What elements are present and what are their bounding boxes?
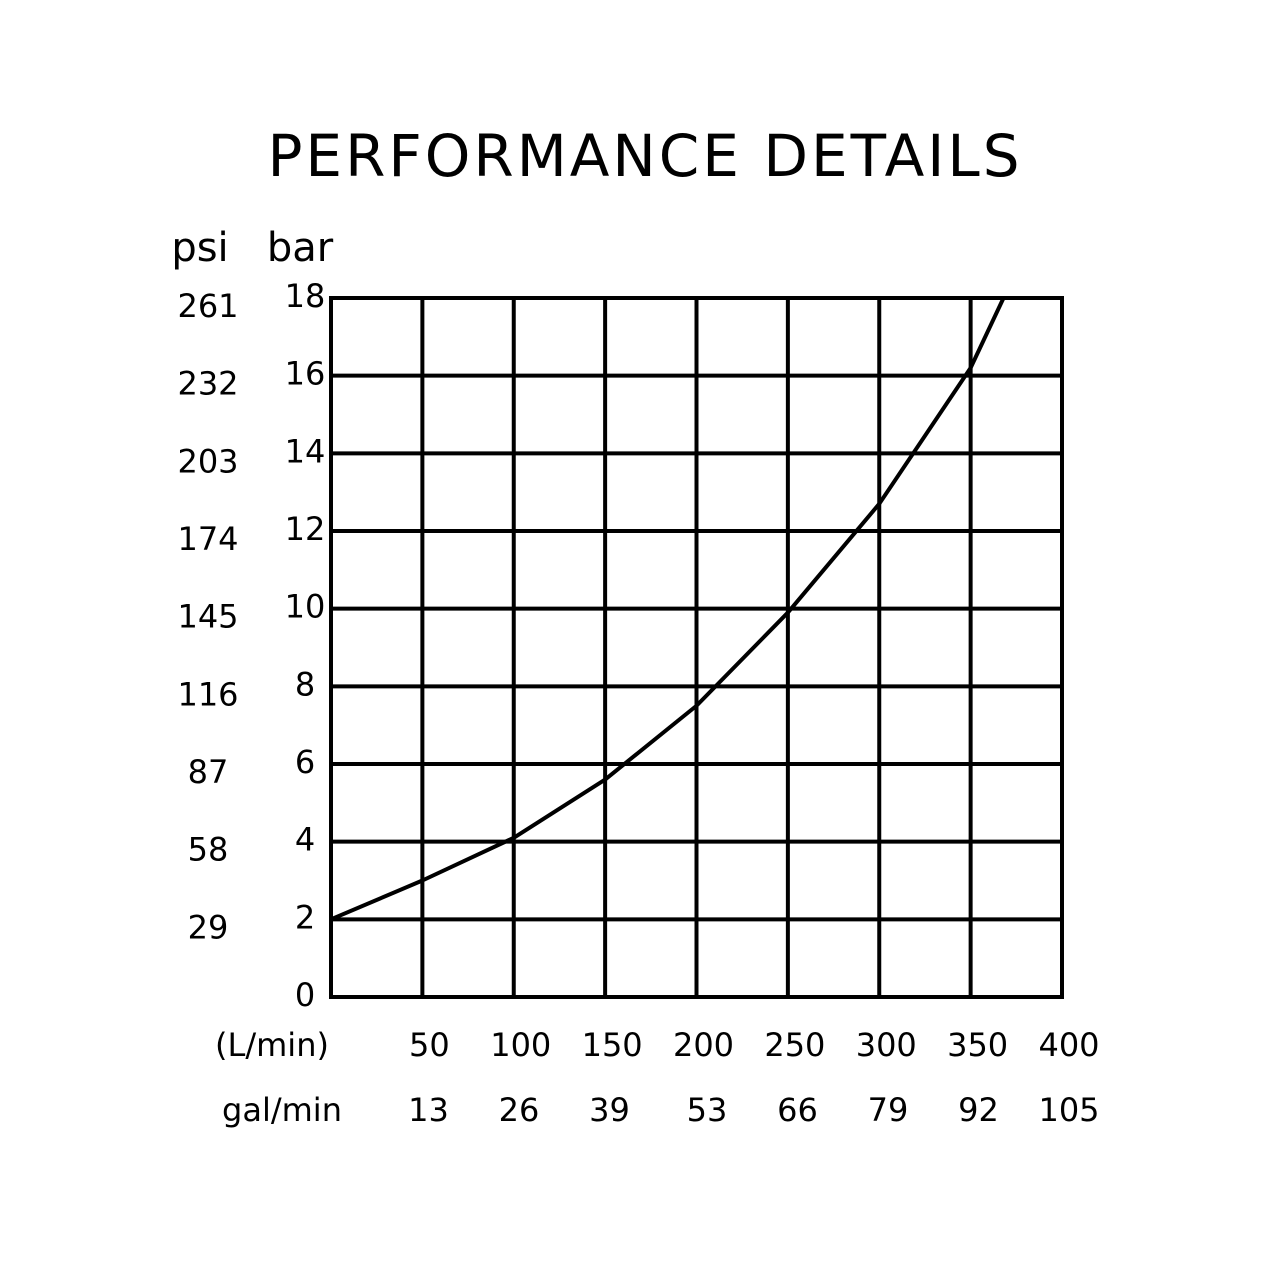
y2-tick-label: 87: [188, 753, 229, 791]
data-line: [330, 297, 1006, 922]
y2-axis-label: psi: [171, 225, 228, 271]
y-tick-label: 0: [295, 976, 315, 1014]
y2-tick-label: 174: [177, 520, 238, 558]
y2-tick-label: 29: [188, 908, 229, 946]
y2-tick-label: 145: [177, 598, 238, 636]
x-tick-label: 150: [582, 1026, 643, 1064]
x2-axis-label: gal/min: [222, 1091, 342, 1129]
x-tick-label: 50: [409, 1026, 450, 1064]
x-axis-label: (L/min): [215, 1026, 329, 1064]
y-tick-label: 2: [295, 898, 315, 936]
y-tick-label: 6: [295, 743, 315, 781]
y2-tick-label: 232: [177, 365, 238, 403]
x2-tick-label: 13: [408, 1091, 449, 1129]
y2-tick-label: 116: [177, 675, 238, 713]
x2-tick-label: 92: [958, 1091, 999, 1129]
x-tick-label: 200: [673, 1026, 734, 1064]
y-tick-label: 18: [285, 277, 326, 315]
x2-tick-label: 39: [589, 1091, 630, 1129]
y-axis-label: bar: [267, 225, 334, 271]
chart-title: PERFORMANCE DETAILS: [267, 122, 1022, 190]
y-tick-label: 4: [295, 821, 315, 859]
y-tick-label: 16: [285, 355, 326, 393]
y-tick-label: 14: [285, 432, 326, 470]
y-tick-label: 10: [285, 588, 326, 626]
y2-tick-label: 58: [188, 831, 229, 869]
x-tick-label: 250: [764, 1026, 825, 1064]
x2-tick-label: 26: [499, 1091, 540, 1129]
x2-tick-label: 105: [1038, 1091, 1099, 1129]
x2-tick-label: 66: [777, 1091, 818, 1129]
x-tick-label: 300: [856, 1026, 917, 1064]
x-tick-label: 350: [947, 1026, 1008, 1064]
y2-tick-label: 261: [177, 287, 238, 325]
x-tick-label: 100: [490, 1026, 551, 1064]
y-tick-label: 8: [295, 665, 315, 703]
x2-tick-label: 79: [868, 1091, 909, 1129]
y2-tick-label: 203: [177, 442, 238, 480]
x2-tick-label: 53: [687, 1091, 728, 1129]
x-tick-label: 400: [1038, 1026, 1099, 1064]
y-tick-label: 12: [285, 510, 326, 548]
